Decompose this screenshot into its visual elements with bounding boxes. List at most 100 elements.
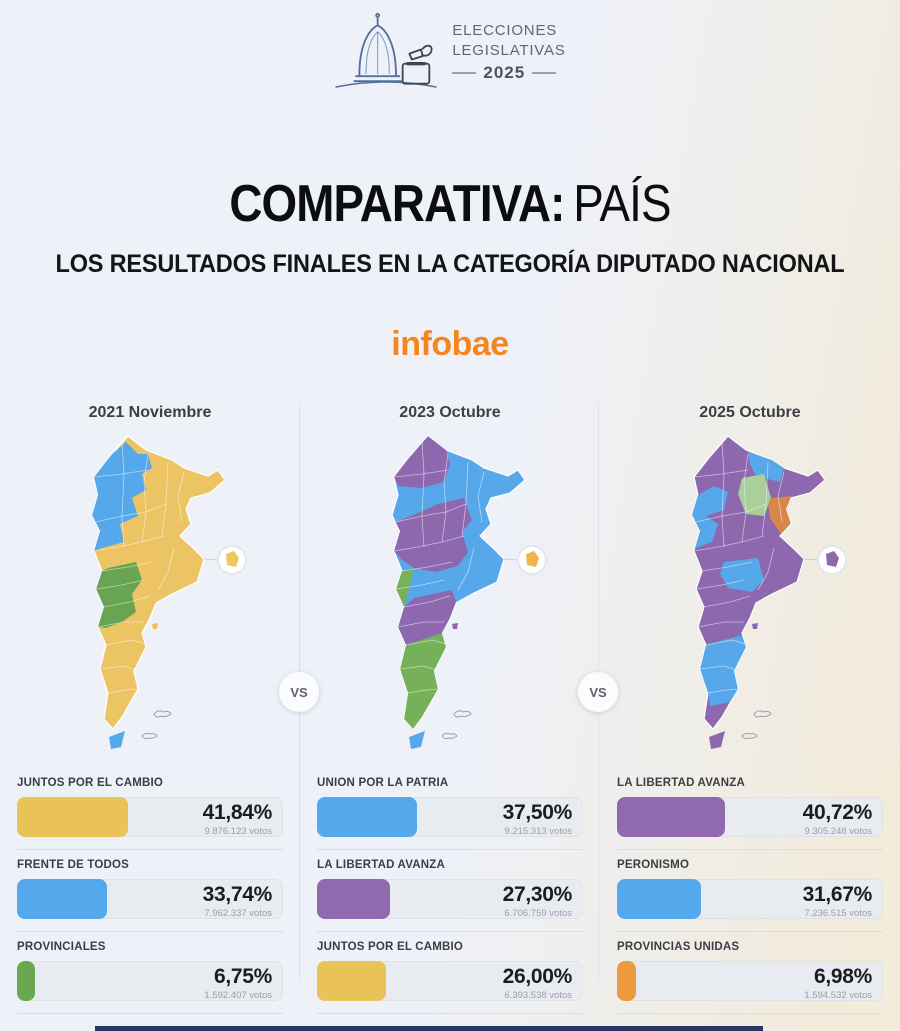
column-2021: 2021 Noviembre [0,396,300,1014]
row-separator [617,849,883,850]
percentage: 6,98% [813,965,872,988]
legend-2025: LA LIBERTAD AVANZA 40,72% 9.305.248 voto… [617,768,883,1014]
bar-track: 6,98% 1.594.532 votos [617,961,883,1001]
legend-2023: UNION POR LA PATRIA 37,50% 9.215.313 vot… [317,768,583,1014]
map-region-patagonia-north [96,562,142,628]
map-region-north [394,436,450,488]
row-separator [17,1013,283,1014]
votes: 1.592.407 votos [204,990,272,1001]
result-row: PROVINCIALES 6,75% 1.592.407 votos [17,932,283,1014]
bar-track: 33,74% 7.962.337 votos [17,879,283,919]
logo-line2: LEGISLATIVAS [452,41,566,59]
votes: 9.876.123 votos [204,826,272,837]
bar-track: 26,00% 6.393.538 votos [317,961,583,1001]
malvinas-sketch [141,710,172,740]
row-separator [617,931,883,932]
bar-fill [17,961,35,1001]
province-borders [93,441,185,694]
bar-fill [317,879,390,919]
malvinas-sketch [441,710,472,740]
congress-dome-ballot-icon [335,12,438,88]
percentage: 41,84% [202,801,273,824]
tierra-del-fuego [709,731,725,749]
bar-fill [617,879,702,919]
percentage: 31,67% [802,883,873,906]
party-name: FRENTE DE TODOS [17,859,130,871]
row-separator [317,931,583,932]
column-2025: 2025 Octubre [600,396,900,1014]
party-name: UNION POR LA PATRIA [317,777,449,789]
result-row: JUNTOS POR EL CAMBIO 41,84% 9.876.123 vo… [17,768,283,850]
argentina-map-2023 [391,435,547,749]
map-region-center [392,498,472,572]
map-region-tucuman [692,486,728,516]
bar-track: 37,50% 9.215.313 votos [317,797,583,837]
elections-logo: ELECCIONES LEGISLATIVAS 2025 [0,0,900,92]
votes: 9.215.313 votos [504,826,572,837]
result-row: PROVINCIAS UNIDAS 6,98% 1.594.532 votos [617,932,883,1014]
bar-fill [317,797,417,837]
tierra-del-fuego [109,731,125,749]
party-name: JUNTOS POR EL CAMBIO [317,941,464,953]
column-header-2025: 2025 Octubre [699,404,801,421]
map-region-santa-cruz [700,635,746,706]
page-title-light: PAÍS [573,175,671,233]
row-separator [317,1013,583,1014]
vs-badge: VS [578,672,618,712]
percentage: 33,74% [202,883,273,906]
party-name: JUNTOS POR EL CAMBIO [17,777,164,789]
result-row: FRENTE DE TODOS 33,74% 7.962.337 votos [17,850,283,932]
party-name: LA LIBERTAD AVANZA [617,777,745,789]
percentage: 27,30% [502,883,573,906]
province-borders [393,441,485,694]
tierra-del-fuego [409,731,425,749]
map-region-rio-negro [398,590,456,645]
argentina-map-2021 [91,435,247,749]
logo-line1: ELECCIONES [452,22,558,39]
party-name: PROVINCIAS UNIDAS [617,941,740,953]
bar-track: 31,67% 7.236.515 votos [617,879,883,919]
legend-2021: JUNTOS POR EL CAMBIO 41,84% 9.876.123 vo… [17,768,283,1014]
bar-track: 6,75% 1.592.407 votos [17,961,283,1001]
result-row: PERONISMO 31,67% 7.236.515 votos [617,850,883,932]
coastal-islet [152,623,158,629]
comparison-grid: 2021 Noviembre [0,396,900,1014]
infobae-logo: infobae [391,325,509,363]
party-name: PROVINCIALES [17,941,106,953]
bar-fill [617,797,726,837]
column-2023: 2023 Octubre [300,396,600,1014]
map-region-cuyo [692,515,718,551]
page-subtitle: LOS RESULTADOS FINALES EN LA CATEGORÍA D… [55,250,845,278]
bar-fill [617,961,636,1001]
percentage: 37,50% [502,801,573,824]
map-region-south [400,633,446,729]
party-name: PERONISMO [617,859,690,871]
bar-track: 40,72% 9.305.248 votos [617,797,883,837]
argentina-map-2025 [691,435,847,749]
votes: 7.962.337 votos [204,908,272,919]
bar-fill [17,797,129,837]
caba-dot [226,551,239,567]
result-row: LA LIBERTAD AVANZA 40,72% 9.305.248 voto… [617,768,883,850]
party-name: LA LIBERTAD AVANZA [317,859,445,871]
bar-track: 27,30% 6.706.759 votos [317,879,583,919]
percentage: 26,00% [502,965,573,988]
row-separator [317,849,583,850]
votes: 1.594.532 votos [804,990,872,1001]
bottom-accent-bar [95,1026,763,1031]
province-borders [693,441,785,694]
result-row: LA LIBERTAD AVANZA 27,30% 6.706.759 voto… [317,850,583,932]
percentage: 6,75% [213,965,272,988]
coastal-islet [452,623,458,629]
row-separator [617,1013,883,1014]
votes: 6.706.759 votos [504,908,572,919]
caba-dot [826,551,839,567]
page-title-strong: COMPARATIVA: [229,175,565,233]
logo-dash-left [452,72,477,74]
column-header-2021: 2021 Noviembre [88,404,212,421]
votes: 6.393.538 votos [504,990,572,1001]
logo-dash-right [532,72,557,74]
caba-callout [203,545,247,575]
caba-callout [803,545,847,575]
bar-track: 41,84% 9.876.123 votos [17,797,283,837]
